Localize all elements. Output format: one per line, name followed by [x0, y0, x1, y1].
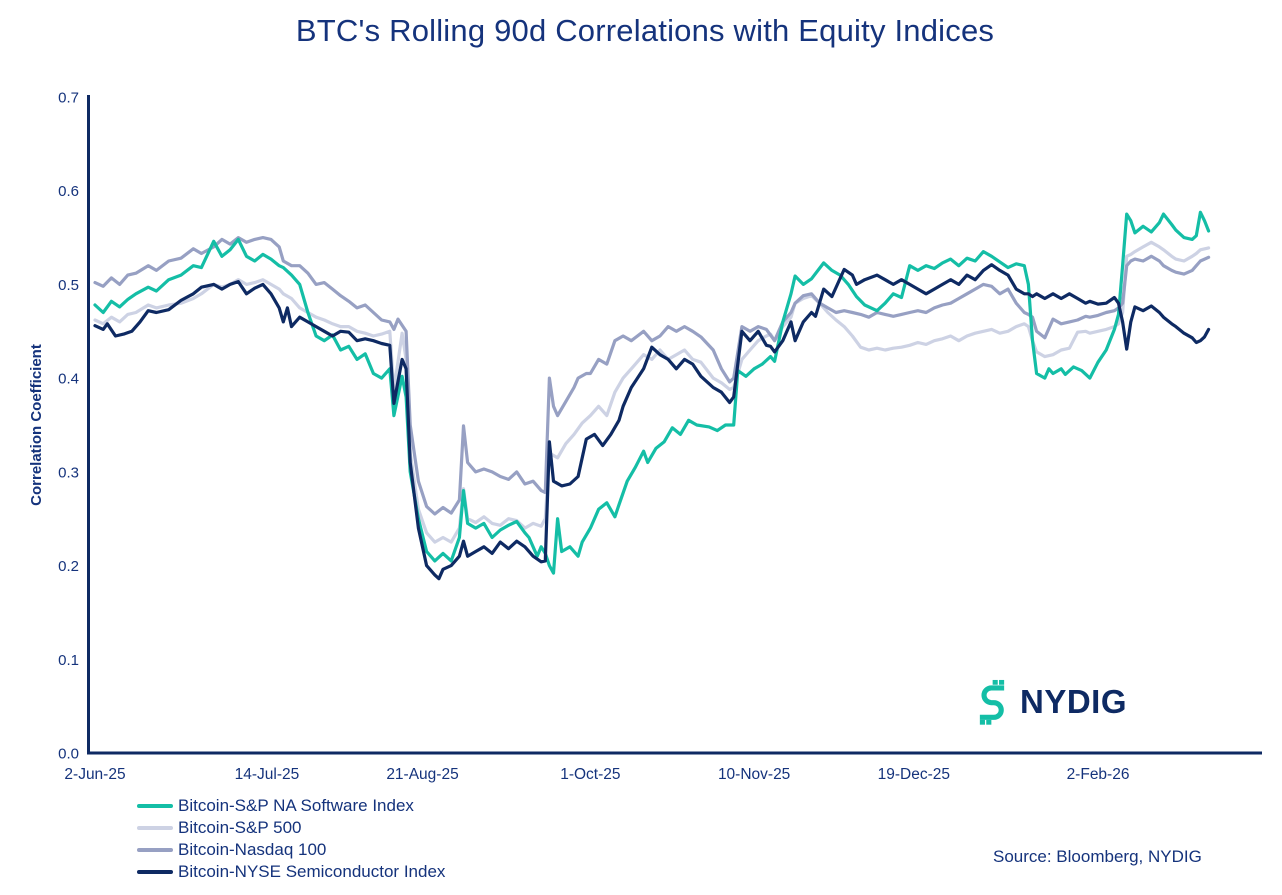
x-tick-label: 21-Aug-25	[386, 766, 458, 783]
legend-item-sp500: Bitcoin-S&P 500	[137, 817, 445, 837]
y-axis-tick-labels: 0.0 0.1 0.2 0.3 0.4 0.5 0.6 0.7	[58, 90, 79, 763]
legend-swatch-light-icon	[137, 825, 173, 830]
legend-item-sp-na-software: Bitcoin-S&P NA Software Index	[137, 795, 445, 815]
y-tick-label: 0.6	[58, 183, 79, 200]
correlation-chart: 0.0 0.1 0.2 0.3 0.4 0.5 0.6 0.7 2-Jun-25 14-Jul-2…	[58, 90, 1262, 783]
page-title: BTC's Rolling 90d Correlations with Equi…	[295, 13, 995, 48]
series-line-0	[93, 210, 1211, 575]
x-axis-tick-labels: 2-Jun-25 14-Jul-25 21-Aug-25 1-Oct-25 10-Nov…	[64, 766, 1129, 783]
legend-label: Bitcoin-Nasdaq 100	[178, 839, 327, 859]
y-tick-label: 0.4	[58, 371, 79, 388]
legend-swatch-teal-icon	[137, 803, 173, 808]
legend-label: Bitcoin-NYSE Semiconductor Index	[178, 861, 446, 881]
y-tick-label: 0.5	[58, 277, 79, 294]
series-line-3	[93, 263, 1211, 581]
legend-label: Bitcoin-S&P 500	[178, 817, 302, 837]
x-tick-label: 14-Jul-25	[235, 766, 300, 783]
legend-item-nasdaq100: Bitcoin-Nasdaq 100	[137, 839, 445, 859]
x-tick-label: 10-Nov-25	[718, 766, 790, 783]
legend-item-nyse-semiconductor: Bitcoin-NYSE Semiconductor Index	[137, 861, 446, 881]
legend-swatch-slate-icon	[137, 847, 173, 852]
y-tick-label: 0.7	[58, 90, 79, 107]
nydig-logo: NYDIG	[972, 679, 1127, 725]
y-tick-label: 0.1	[58, 652, 79, 669]
x-tick-label: 1-Oct-25	[560, 766, 620, 783]
x-tick-label: 2-Feb-26	[1067, 766, 1130, 783]
dollar-sign-icon	[979, 679, 1005, 725]
y-tick-label: 0.0	[58, 746, 79, 763]
series-line-2	[93, 236, 1211, 516]
y-axis-title: Correlation Coefficient	[28, 344, 45, 506]
legend-label: Bitcoin-S&P NA Software Index	[178, 795, 414, 815]
y-tick-label: 0.3	[58, 464, 79, 481]
chart-legend: Bitcoin-S&P NA Software Index Bitcoin-S&…	[137, 795, 446, 881]
series-line-1	[93, 240, 1211, 544]
y-tick-label: 0.2	[58, 558, 79, 575]
logo-wordmark: NYDIG	[1020, 683, 1128, 720]
x-tick-label: 19-Dec-25	[878, 766, 950, 783]
legend-swatch-navy-icon	[137, 869, 173, 874]
x-tick-label: 2-Jun-25	[64, 766, 125, 783]
source-text: Source: Bloomberg, NYDIG	[993, 847, 1202, 866]
